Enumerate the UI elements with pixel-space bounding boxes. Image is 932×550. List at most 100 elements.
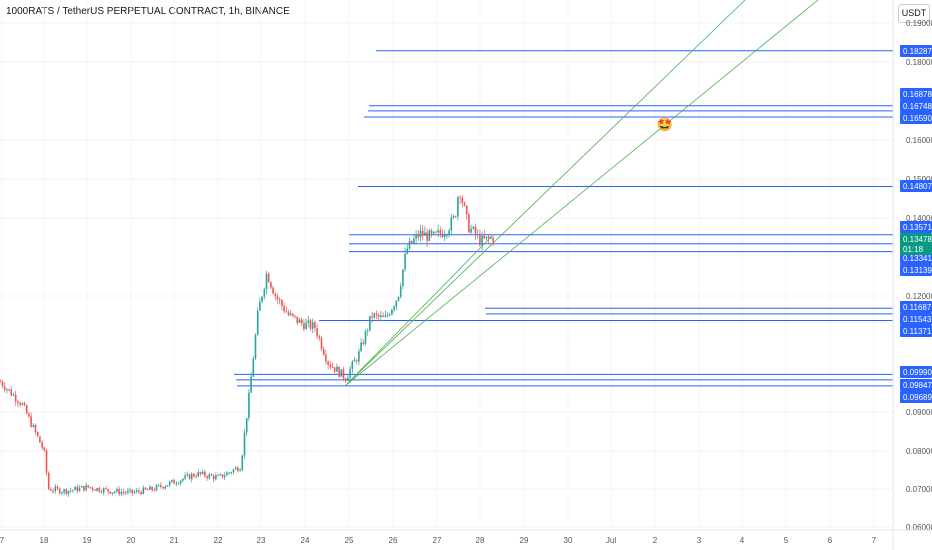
time-tick: 2 [653, 536, 658, 545]
candle-body [276, 296, 279, 300]
candle-body [417, 234, 420, 238]
candle-body [355, 360, 358, 362]
candle-body [263, 289, 266, 297]
candle-body [175, 483, 178, 485]
candle-body [481, 235, 483, 246]
candle-body [459, 197, 461, 199]
candle-body [283, 305, 285, 312]
candle-body [56, 486, 59, 489]
time-tick: 23 [257, 536, 266, 545]
emoji-annotation[interactable]: 🤩 [657, 117, 673, 132]
candle-body [10, 389, 13, 396]
candle-body [0, 381, 2, 383]
candle-body [34, 424, 37, 432]
candle-body [413, 238, 415, 244]
candle-body [483, 235, 486, 239]
trend-line [344, 0, 819, 387]
candle-body [67, 490, 70, 494]
candle-body [54, 486, 57, 491]
candle-body [45, 450, 48, 473]
candle-body [424, 232, 426, 236]
candle-body [219, 474, 222, 476]
candle-body [382, 315, 384, 317]
candle-body [239, 469, 241, 472]
candle-body [228, 472, 230, 474]
currency-button[interactable]: USDT [898, 4, 930, 23]
candle-body [146, 489, 149, 491]
price-label-bg [900, 391, 932, 403]
candle-body [265, 273, 268, 290]
candle-body [100, 491, 103, 493]
candle-body [252, 358, 255, 377]
candle-body [63, 489, 65, 493]
candle-body [245, 418, 248, 433]
price-label-bg [900, 313, 932, 325]
candle-body [162, 486, 164, 489]
current-price-label: 0.13478 [903, 235, 932, 244]
time-tick: 18 [40, 536, 49, 545]
candle-body [406, 248, 409, 254]
candle-body [25, 405, 28, 414]
time-tick: 26 [389, 536, 398, 545]
candle-body [122, 491, 125, 493]
candle-body [404, 253, 406, 270]
candle-body [72, 489, 74, 491]
candle-body [428, 230, 431, 241]
candle-body [298, 319, 301, 323]
countdown-label: 01:18 [903, 245, 924, 254]
candle-body [490, 237, 492, 239]
price-label: 0.09847 [903, 381, 932, 390]
price-label: 0.14807 [903, 182, 932, 191]
candle-body [408, 240, 411, 249]
price-label: 0.09689 [903, 393, 932, 402]
candle-body [402, 269, 404, 287]
price-tick: 0.06000 [906, 523, 932, 532]
candle-body [234, 467, 237, 470]
time-tick: 4 [740, 536, 745, 545]
trend-lines[interactable] [344, 0, 819, 387]
candle-body [435, 231, 437, 233]
price-label: 0.11371 [903, 327, 932, 336]
candle-body [74, 486, 76, 490]
candle-body [188, 474, 191, 480]
candle-body [373, 313, 376, 318]
candle-body [208, 474, 211, 479]
candle-body [476, 234, 479, 236]
candle-body [133, 491, 136, 494]
candle-body [248, 392, 250, 419]
candle-body [446, 234, 448, 236]
candle-body [267, 273, 270, 283]
candle-body [58, 488, 61, 494]
price-label: 0.13341 [903, 254, 932, 263]
candle-body [217, 475, 219, 477]
candle-body [426, 232, 428, 241]
candle-body [386, 315, 389, 317]
candle-body [384, 315, 387, 317]
candle-body [116, 488, 118, 492]
candle-body [85, 485, 87, 491]
price-label-bg [900, 325, 932, 337]
candle-body [223, 475, 226, 478]
price-label: 0.13571 [903, 223, 932, 232]
candle-body [179, 480, 182, 484]
candle-body [83, 486, 85, 491]
candle-body [344, 378, 347, 381]
candle-body [327, 361, 329, 365]
candle-body [316, 328, 318, 337]
candle-body [164, 486, 167, 489]
candle-body [237, 467, 239, 472]
candle-body [232, 469, 235, 473]
candle-body [32, 424, 35, 427]
time-tick: 19 [83, 536, 92, 545]
candle-body [135, 490, 138, 492]
candle-body [250, 376, 252, 393]
candle-body [52, 490, 54, 492]
candle-body [206, 476, 208, 479]
price-label-bg [900, 221, 932, 233]
candle-body [129, 489, 131, 491]
time-axis[interactable]: 7 18 19 20 21 22 23 24 25 26 27 28 29 30 Jul 2 3 4 5 6 7 [0, 536, 877, 545]
